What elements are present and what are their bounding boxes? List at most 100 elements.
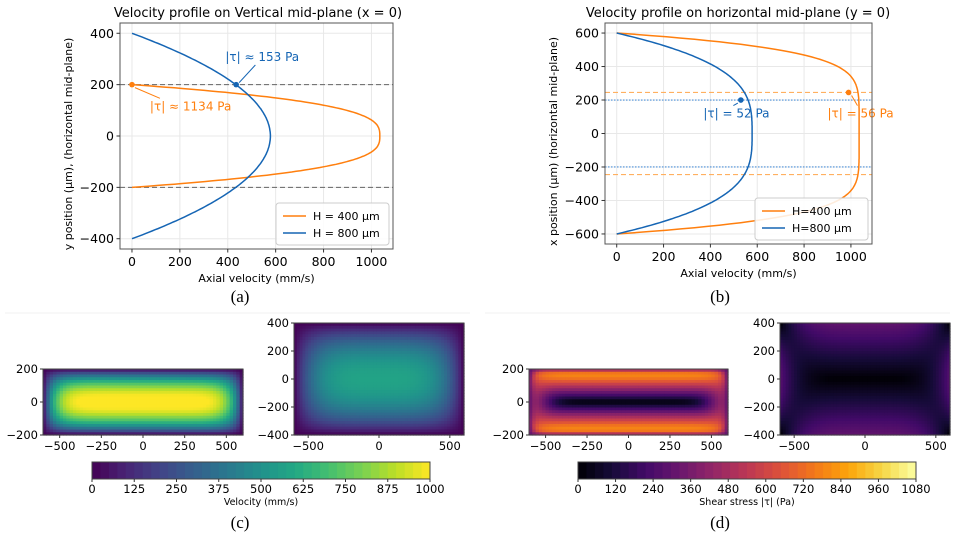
heatmap-cell [552,396,557,400]
heatmap-cell [123,415,127,420]
heatmap-cell [209,393,214,398]
heatmap-cell [143,369,147,373]
heatmap-cell [413,345,417,349]
heatmap-cell [49,393,54,398]
heatmap-cell [575,407,580,411]
heatmap-cell [328,362,332,366]
heatmap-cell [605,377,610,381]
heatmap-cell [311,398,315,402]
heatmap-cell [316,429,321,433]
heatmap-cell [350,376,355,380]
heatmap-cell [582,402,586,406]
heatmap-cell [236,424,241,428]
heatmap-cell [294,348,298,352]
heatmap-cell [588,391,593,395]
heatmap-cell [376,373,380,377]
heatmap-cell [328,384,332,388]
heatmap-cell [575,385,580,389]
heatmap-cell [588,371,593,376]
heatmap-cell [410,367,414,372]
heatmap-cell [153,382,157,387]
heatmap-cell [568,432,573,436]
heatmap-cell [628,399,633,403]
heatmap-cell [99,393,104,398]
heatmap-cell [316,351,321,355]
heatmap-cell [628,426,633,431]
heatmap-cell [325,362,329,366]
heatmap-cell [302,334,306,338]
heatmap-cell [119,369,124,373]
heatmap-cell [379,362,383,366]
heatmap-cell [136,377,141,381]
heatmap-cell [206,391,211,395]
heatmap-cell [367,398,372,402]
heatmap-cell [376,379,380,383]
colorbar-segment [176,462,186,479]
heatmap-cell [427,334,431,338]
heatmap-cell [631,396,636,400]
heatmap-cell [56,404,61,409]
heatmap-cell [239,432,244,436]
heatmap-cell [133,374,137,378]
heatmap-cell [333,426,338,430]
heatmap-cell [461,365,465,369]
heatmap-cell [535,418,540,422]
heatmap-cell [427,351,431,355]
heatmap-cell [432,384,437,388]
heatmap-cell [364,404,369,408]
heatmap-cell [404,339,408,344]
heatmap-cell [302,339,306,344]
heatmap-cell [176,413,181,417]
heatmap-cell [393,348,397,352]
heatmap-cell [452,404,457,408]
heatmap-cell [69,424,74,428]
colorbar-segment [184,462,194,479]
heatmap-cell [76,407,81,411]
heatmap-cell [367,353,372,358]
heatmap-cell [384,337,389,341]
heatmap-cell [435,387,440,391]
heatmap-cell [435,367,440,372]
heatmap-cell [396,432,400,436]
heatmap-cell [362,401,366,405]
heatmap-cell [595,396,600,400]
heatmap-cell [305,362,309,366]
heatmap-cell [370,390,374,394]
heatmap-cell [595,402,600,406]
heatmap-cell [455,423,459,428]
heatmap-cell [410,334,414,338]
heatmap-cell [336,395,340,400]
heatmap-cell [390,359,394,363]
heatmap-cell [618,426,623,431]
heatmap-cell [376,421,380,425]
heatmap-cell [325,351,329,355]
heatmap-cell [572,424,577,428]
heatmap-cell [572,426,577,431]
heatmap-cell [458,418,462,422]
heatmap-cell [322,412,326,416]
heatmap-cell [106,369,111,373]
heatmap-cell [370,342,374,346]
heatmap-cell [339,342,343,346]
heatmap-cell [156,424,161,428]
heatmap-cell [294,404,298,408]
heatmap-cell [66,396,71,400]
heatmap-cell [441,421,445,425]
heatmap-cell [139,377,144,381]
heatmap-cell [119,413,124,417]
heatmap-cell [333,421,338,425]
heatmap-cell [430,379,434,383]
heatmap-cell [119,429,124,433]
heatmap-cell [362,334,366,338]
heatmap-cell [316,342,321,346]
heatmap-cell [447,409,451,414]
heatmap-cell [43,399,47,403]
heatmap-cell [404,412,408,416]
heatmap-cell [362,421,366,425]
heatmap-cell [236,410,241,414]
heatmap-cell [233,371,237,376]
heatmap-cell [621,369,626,373]
heatmap-cell [43,388,47,392]
heatmap-cell [316,337,321,341]
heatmap-cell [398,376,403,380]
